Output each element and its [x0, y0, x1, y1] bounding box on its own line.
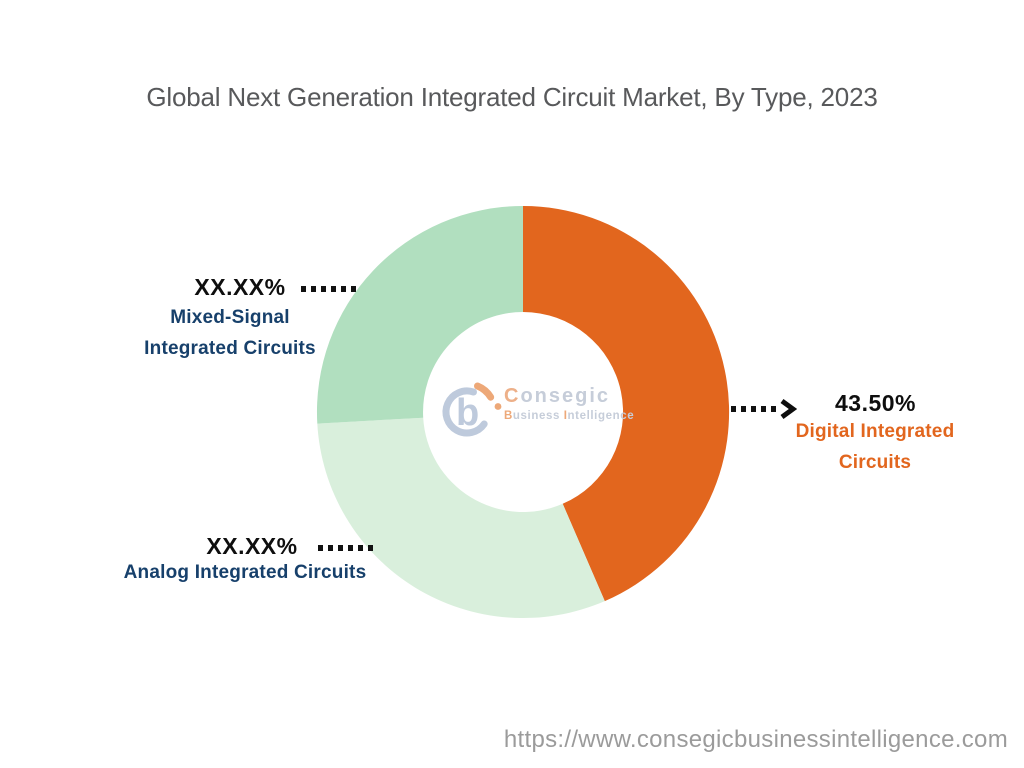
logo-tag-initial-2: I: [563, 410, 568, 422]
digital-label-line2: Circuits: [838, 452, 912, 473]
arrow-right-icon: [780, 398, 797, 420]
analog-value-label: XX.XX%: [206, 533, 298, 559]
logo-tag-rest-2: ntelligence: [567, 410, 635, 422]
analog-label-line1: Analog Integrated Circuits: [123, 562, 367, 583]
digital-leader-line: [731, 406, 776, 412]
chart-title: Global Next Generation Integrated Circui…: [146, 82, 878, 112]
donut-slice-1: [317, 417, 605, 619]
logo-tag-initial-1: B: [504, 410, 513, 422]
logo-brand-rest: onsegic: [520, 385, 611, 407]
consegic-logo-text: Consegic Business Intelligence: [504, 385, 634, 422]
svg-text:b: b: [456, 392, 479, 434]
logo-tag-rest-1: usiness: [512, 410, 564, 422]
donut-slice-0: [523, 205, 730, 602]
logo-brand-initial: C: [504, 385, 521, 407]
logo-brand-name: Consegic: [504, 385, 634, 408]
mixed-signal-label-line2: Integrated Circuits: [144, 338, 316, 359]
donut-slice-2: [316, 206, 523, 424]
digital-value-label: 43.50%: [834, 390, 916, 416]
logo-tagline: Business Intelligence: [504, 410, 634, 422]
consegic-logo-icon: b: [442, 382, 502, 437]
source-url: https://www.consegicbusinessintelligence…: [503, 726, 1008, 753]
consegic-logo: b Consegic Business Intelligence: [440, 372, 634, 444]
analog-leader-line: [318, 545, 373, 551]
mixed-signal-label-line1: Mixed-Signal: [170, 307, 290, 328]
digital-label-line1: Digital Integrated: [795, 421, 955, 442]
mixed-signal-value-label: XX.XX%: [194, 274, 286, 300]
mixed-signal-leader-line: [301, 286, 356, 292]
